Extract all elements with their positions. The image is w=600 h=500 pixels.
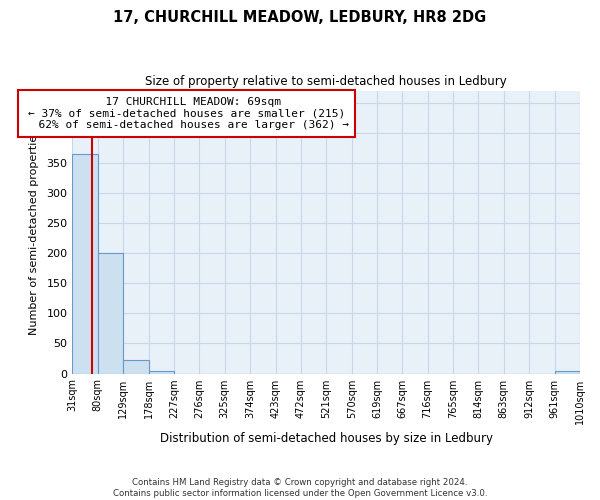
Bar [554, 370, 580, 374]
Bar [72, 154, 98, 374]
Bar [149, 370, 174, 374]
X-axis label: Distribution of semi-detached houses by size in Ledbury: Distribution of semi-detached houses by … [160, 432, 493, 445]
Text: 17 CHURCHILL MEADOW: 69sqm
← 37% of semi-detached houses are smaller (215)
  62%: 17 CHURCHILL MEADOW: 69sqm ← 37% of semi… [25, 97, 349, 130]
Y-axis label: Number of semi-detached properties: Number of semi-detached properties [29, 129, 40, 335]
Title: Size of property relative to semi-detached houses in Ledbury: Size of property relative to semi-detach… [145, 75, 507, 88]
Text: 17, CHURCHILL MEADOW, LEDBURY, HR8 2DG: 17, CHURCHILL MEADOW, LEDBURY, HR8 2DG [113, 10, 487, 25]
Bar [98, 253, 123, 374]
Bar [123, 360, 149, 374]
Text: Contains HM Land Registry data © Crown copyright and database right 2024.
Contai: Contains HM Land Registry data © Crown c… [113, 478, 487, 498]
